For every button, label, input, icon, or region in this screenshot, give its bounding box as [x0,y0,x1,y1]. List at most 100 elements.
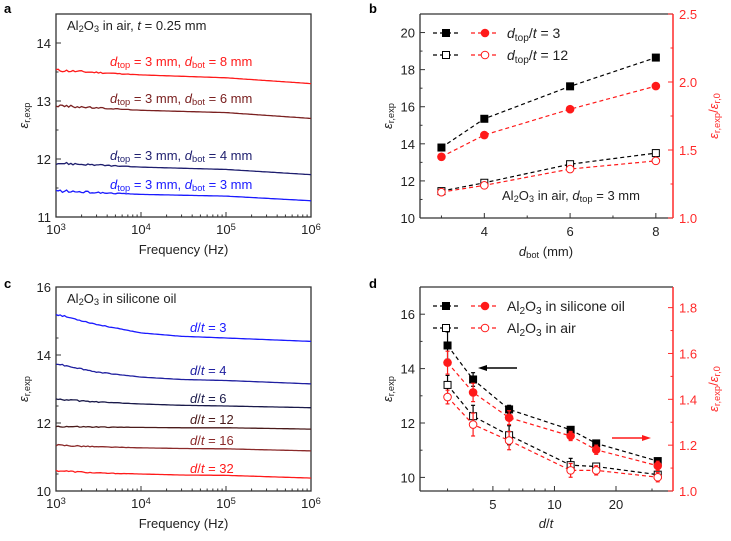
legend: dtop/t = 3 dtop/t = 12 [433,25,568,66]
series-label-part: bot [192,154,205,164]
y-axis-label: εr,exp [16,376,32,402]
series-line [447,362,658,467]
legend-label-part: / [529,47,533,63]
marker-filled-circle [480,28,490,38]
x-axis-label: Frequency (Hz) [139,242,229,257]
legend-label-part: 3 [536,306,542,317]
marker-open-circle [566,466,575,475]
panel-annotation: Al2O3 in air, t = 0.25 mm [67,18,206,34]
series-label-part: d [185,148,193,163]
series-label-part: = 12 [204,412,233,427]
marker-open-circle [480,50,490,60]
y-right-tick-label: 1.6 [679,346,697,361]
marker-open-square [442,51,450,59]
series-label-part: / [197,363,201,378]
x-axis-label: Frequency (Hz) [139,516,229,531]
y-tick-label: 12 [401,416,415,431]
panel-annotation-part: in silicone oil [99,291,176,306]
series-label-part: = 16 [204,433,233,448]
series-label: d/t = 6 [190,391,227,406]
y-right-axis-label-text: εr,exp/εr,0 [706,366,722,412]
legend-label-part: Al [507,298,519,314]
series-label-part: t [201,461,206,476]
marker-filled-square [443,341,452,350]
series-label-part: d [190,461,198,476]
marker-open-circle [651,156,661,166]
x-tick-label: 104 [131,496,151,511]
x-tick-label: 5 [489,497,496,512]
y-axis-label-text-part: ε [380,123,395,129]
series-label-part: bot [192,97,205,107]
panel-annotation-part: in air, [99,18,137,33]
legend-label-part: in air [542,320,577,336]
panel-annotation-part: in air, [534,188,572,203]
series-label-part: = 3 mm [205,177,252,192]
series-line [55,425,311,430]
x-tick-label-part: 3 [61,222,66,232]
x-tick-label: 10 [547,497,561,512]
series-label: d/t = 16 [190,433,234,448]
y-right-tick-label: 2.5 [679,7,697,22]
x-tick-label-part: 4 [146,496,151,506]
legend-label: dtop/t = 3 [507,25,561,44]
x-tick-label-part: 6 [316,222,321,232]
marker-filled-circle [480,301,490,311]
series-label-part: = 3 mm, [130,148,185,163]
legend-label-part: 2 [519,328,525,339]
marker-filled-circle [443,358,452,367]
y-axis-label-text-part: r,exp [22,103,32,123]
panel-annotation-part: O [84,18,94,33]
y-tick-label: 20 [401,26,415,41]
x-tick-label-part: 10 [46,222,60,237]
x-tick-label-part: 10 [131,496,145,511]
series-label-part: = 6 [204,391,226,406]
legend-label-part: in silicone oil [542,298,625,314]
series-label-part: d [110,148,118,163]
series-label-part: / [197,433,201,448]
panel-annotation-part: = 3 mm [593,188,640,203]
panel-annotation-part: 3 [94,24,99,34]
legend-label-part: = 12 [537,47,569,63]
legend-label-part: d [507,47,516,63]
y-right-tick-label: 2.0 [679,75,697,90]
x-tick-label-part: 10 [131,222,145,237]
y-axis-label: εr,exp [380,103,396,129]
panel-letter-c: c [4,276,11,291]
series-label: d/t = 32 [190,461,234,476]
series-label: d/t = 3 [190,320,227,335]
series-label-part: d [110,91,118,106]
marker-filled-circle [591,445,601,455]
marker-open-circle [443,392,452,402]
series-label-part: = 4 [204,363,226,378]
series-line [55,68,312,85]
series-label: d/t = 12 [190,412,234,427]
series-label-part: d [190,412,198,427]
marker-open-circle [653,472,663,482]
x-tick-label-part: 10 [216,222,230,237]
panel-annotation-part: 3 [94,297,99,307]
marker-filled-circle [566,431,575,441]
marker-filled-square [651,53,660,62]
panel-b: 4 6 81012141618201.01.52.02.5εr,expεr,exp/… [380,7,722,260]
series-label-part: = 3 mm, [130,91,185,106]
legend-label: dtop/t = 12 [507,47,568,66]
legend-label-part: d [507,25,516,41]
marker-filled-square [442,29,450,37]
series-line [441,160,656,193]
series-label-part: d [190,363,198,378]
series-line [447,396,658,478]
y-tick-label: 10 [37,484,51,499]
series-label-part: top [117,97,130,107]
legend-label-part: O [525,298,536,314]
x-tick-label-part: 10 [216,496,230,511]
x-tick-label-part: 5 [231,222,236,232]
y-axis-label-text-part: r,exp [386,103,396,123]
panel-annotation-part: top [580,194,593,204]
series-label-part: t [201,433,206,448]
x-tick-label: 104 [131,222,151,237]
series-label-part: d [190,391,198,406]
marker-filled-square [592,439,601,448]
panel-annotation-part: O [519,188,529,203]
